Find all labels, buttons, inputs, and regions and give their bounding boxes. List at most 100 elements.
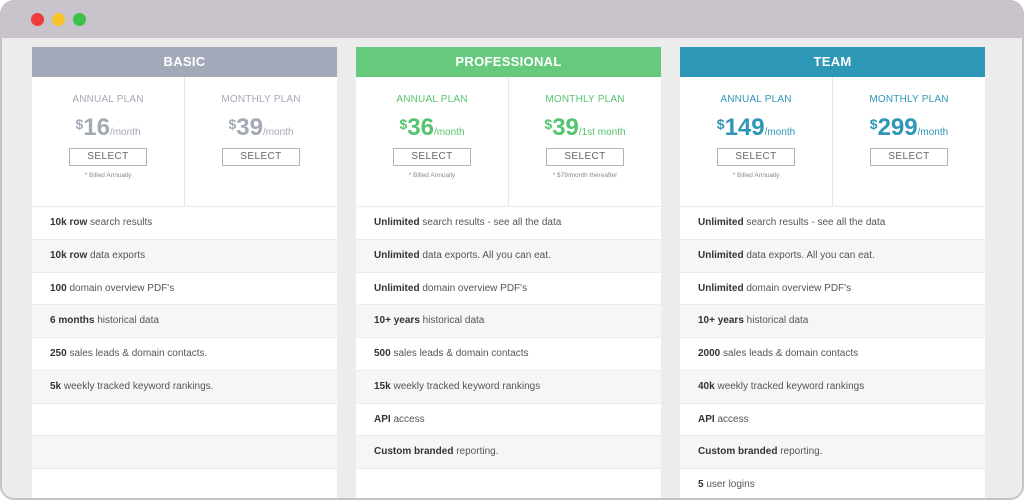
plan-header: BASIC: [32, 47, 337, 77]
feature-row: API access: [680, 402, 985, 436]
monthly-plan-column: MONTHLY PLAN $39/month SELECT: [184, 77, 337, 206]
price-period: /month: [764, 127, 796, 138]
feature-row: Unlimited search results - see all the d…: [680, 206, 985, 239]
billing-note: * $79/month thereafter: [552, 172, 618, 179]
billing-note: * Billed Annually: [732, 172, 780, 179]
currency-symbol: $: [544, 116, 553, 132]
price: $39/month: [185, 114, 337, 144]
feature-highlight: 500: [374, 348, 391, 359]
plan-period-label: MONTHLY PLAN: [869, 94, 949, 105]
minimize-window-icon[interactable]: [52, 13, 65, 26]
feature-highlight: 6 months: [50, 315, 95, 327]
feature-text: access: [714, 413, 749, 425]
plan-card-team: TEAM ANNUAL PLAN $149/month SELECT * Billed …: [680, 47, 985, 498]
price-period: /month: [917, 127, 949, 138]
currency-symbol: $: [75, 116, 84, 132]
price-amount: 149: [724, 114, 765, 141]
feature-text: search results: [87, 217, 153, 228]
feature-text: reporting.: [453, 446, 499, 458]
price-area: ANNUAL PLAN $16/month SELECT * Billed Annua…: [32, 77, 337, 206]
plan-card-professional: PROFESSIONAL ANNUAL PLAN $36/month SELECT * …: [356, 47, 661, 498]
price-amount: 299: [877, 114, 918, 141]
feature-text: sales leads & domain contacts.: [66, 348, 208, 359]
feature-highlight: 250: [50, 348, 67, 359]
feature-row: Unlimited data exports. All you can eat.: [356, 238, 661, 272]
feature-row: 5 user logins: [680, 468, 985, 498]
feature-highlight: Custom branded: [698, 446, 778, 458]
feature-highlight: Unlimited: [374, 282, 420, 294]
feature-row: 15k weekly tracked keyword rankings: [356, 369, 661, 403]
monthly-plan-column: MONTHLY PLAN $39/1st month SELECT * $79/mon…: [508, 77, 661, 206]
feature-highlight: 40k: [698, 380, 715, 392]
billing-note: * Billed Annually: [84, 172, 132, 179]
feature-text: domain overview PDF's: [66, 282, 175, 294]
plan-period-label: ANNUAL PLAN: [72, 94, 144, 105]
feature-row: [32, 435, 337, 468]
price: $16/month: [32, 114, 184, 144]
plan-period-label: MONTHLY PLAN: [221, 94, 301, 105]
feature-text: search results - see all the data: [419, 217, 562, 228]
annual-plan-column: ANNUAL PLAN $16/month SELECT * Billed Annua…: [32, 77, 184, 206]
feature-row: 100 domain overview PDF's: [32, 271, 337, 305]
price-amount: 39: [552, 114, 579, 141]
feature-highlight: Unlimited: [698, 217, 744, 228]
feature-row: Unlimited data exports. All you can eat.: [680, 238, 985, 272]
select-button[interactable]: SELECT: [546, 148, 624, 166]
feature-row: 40k weekly tracked keyword rankings: [680, 369, 985, 403]
annual-plan-column: ANNUAL PLAN $149/month SELECT * Billed Annu…: [680, 77, 832, 206]
monthly-plan-column: MONTHLY PLAN $299/month SELECT: [832, 77, 985, 206]
feature-highlight: 10k row: [50, 249, 88, 261]
feature-list: Unlimited search results - see all the d…: [356, 206, 661, 498]
currency-symbol: $: [869, 116, 878, 132]
currency-symbol: $: [716, 116, 725, 132]
feature-text: data exports. All you can eat.: [419, 249, 551, 261]
feature-text: weekly tracked keyword rankings: [390, 380, 541, 392]
plan-period-label: ANNUAL PLAN: [720, 94, 792, 105]
select-button[interactable]: SELECT: [222, 148, 300, 166]
plan-header: PROFESSIONAL: [356, 47, 661, 77]
feature-row: 10k row data exports: [32, 238, 337, 272]
feature-text: historical data: [94, 315, 159, 327]
feature-text: search results - see all the data: [743, 217, 886, 228]
price-period: /month: [433, 127, 465, 138]
price-area: ANNUAL PLAN $149/month SELECT * Billed Annu…: [680, 77, 985, 206]
feature-highlight: 5: [698, 479, 704, 490]
plan-period-label: MONTHLY PLAN: [545, 94, 625, 105]
price: $36/month: [356, 114, 508, 144]
feature-row: 6 months historical data: [32, 304, 337, 337]
maximize-window-icon[interactable]: [73, 13, 86, 26]
feature-highlight: 10+ years: [374, 315, 420, 327]
plan-period-label: ANNUAL PLAN: [396, 94, 468, 105]
select-button[interactable]: SELECT: [870, 148, 948, 166]
feature-highlight: Unlimited: [374, 249, 420, 261]
price: $149/month: [680, 114, 832, 144]
feature-text: data exports. All you can eat.: [743, 249, 875, 261]
feature-text: sales leads & domain contacts: [720, 348, 859, 359]
feature-text: historical data: [743, 315, 809, 327]
feature-highlight: Unlimited: [698, 249, 744, 261]
feature-text: sales leads & domain contacts: [390, 348, 529, 359]
close-window-icon[interactable]: [31, 13, 44, 26]
feature-text: user logins: [703, 479, 755, 490]
price-period: /month: [262, 127, 294, 138]
pricing-table: BASIC ANNUAL PLAN $16/month SELECT * Billed …: [2, 38, 1022, 498]
feature-row: Custom branded reporting.: [356, 435, 661, 468]
feature-highlight: Unlimited: [374, 217, 420, 228]
select-button[interactable]: SELECT: [393, 148, 471, 166]
feature-highlight: 15k: [374, 380, 391, 392]
feature-row: 10+ years historical data: [356, 304, 661, 337]
feature-highlight: 100: [50, 282, 67, 294]
feature-text: data exports: [87, 249, 146, 261]
feature-row: Unlimited domain overview PDF's: [680, 271, 985, 305]
feature-row: [356, 468, 661, 498]
select-button[interactable]: SELECT: [717, 148, 795, 166]
feature-row: 10k row search results: [32, 206, 337, 239]
plan-header: TEAM: [680, 47, 985, 77]
feature-text: historical data: [419, 315, 485, 327]
feature-row: [32, 468, 337, 498]
feature-list: Unlimited search results - see all the d…: [680, 206, 985, 498]
feature-highlight: 10+ years: [698, 315, 744, 327]
select-button[interactable]: SELECT: [69, 148, 147, 166]
feature-text: access: [390, 413, 425, 425]
